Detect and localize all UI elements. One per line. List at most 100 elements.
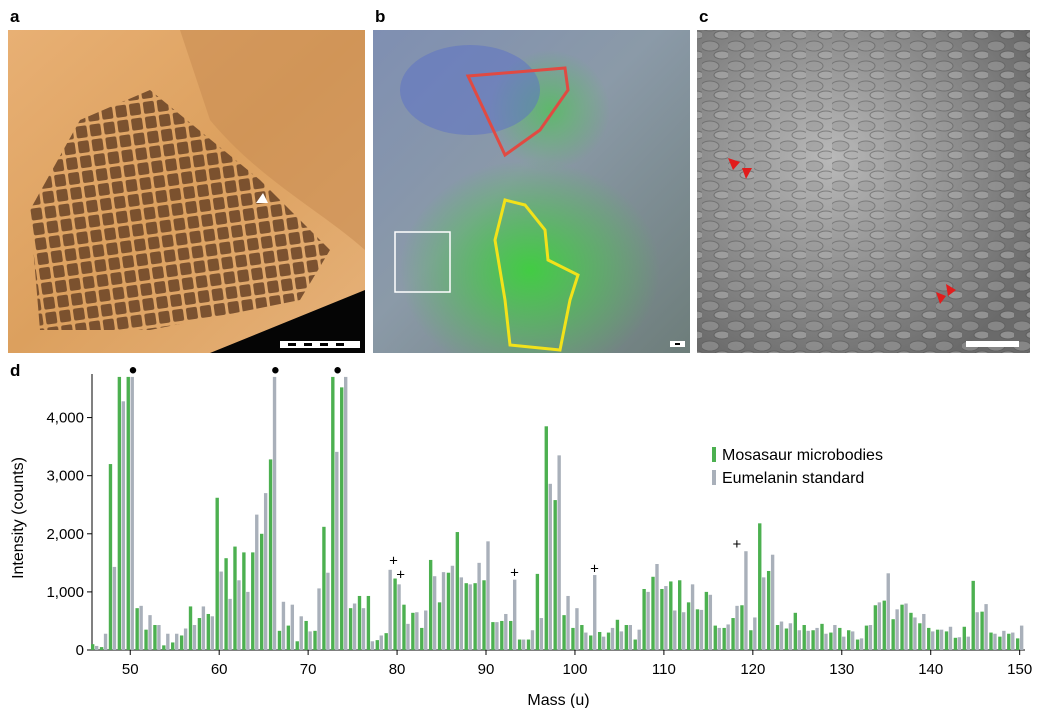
panel-c-image (697, 30, 1030, 353)
bar (714, 626, 717, 650)
bar (109, 464, 112, 650)
legend-swatch (712, 470, 716, 485)
bar (144, 630, 147, 650)
bar (429, 560, 432, 650)
bar (367, 596, 370, 650)
panel-label: a (10, 7, 20, 26)
x-tick-label: 130 (829, 661, 854, 678)
bar (909, 613, 912, 650)
bar (162, 645, 165, 650)
bar (264, 493, 267, 650)
bar (691, 584, 694, 650)
bar (122, 401, 125, 650)
bar (486, 541, 489, 650)
bar (718, 628, 721, 650)
bar (575, 608, 578, 650)
bar (180, 635, 183, 650)
bar (198, 618, 201, 650)
bar (456, 532, 459, 650)
bar (171, 642, 174, 650)
bar (753, 617, 756, 650)
bar (851, 631, 854, 650)
bar (993, 634, 996, 650)
bar (807, 631, 810, 650)
bar (927, 628, 930, 650)
bar (785, 629, 788, 650)
bar (767, 571, 770, 650)
bar (856, 640, 859, 650)
bar (611, 628, 614, 650)
bar (625, 625, 628, 650)
bar (308, 631, 311, 650)
bar (820, 624, 823, 650)
bar (246, 592, 249, 650)
page: {"panel_labels":["a","b","c"], "chart_da… (0, 0, 1038, 708)
bar (402, 605, 405, 650)
bar (518, 640, 521, 650)
bar (963, 627, 966, 650)
bar (660, 589, 663, 650)
bar (219, 572, 222, 650)
bar (655, 564, 658, 650)
bar (566, 596, 569, 650)
bar (545, 426, 548, 650)
x-tick-label: 60 (211, 661, 228, 678)
bar (847, 630, 850, 650)
bar (593, 575, 596, 650)
annotation: + (732, 536, 741, 553)
bar (251, 552, 254, 650)
x-tick-label: 110 (652, 661, 676, 678)
bar (549, 484, 552, 650)
bar (424, 610, 427, 650)
bar (940, 630, 943, 650)
bar (557, 455, 560, 650)
bar (113, 567, 116, 650)
x-tick-label: 70 (300, 661, 317, 678)
bar (811, 630, 814, 650)
bar (629, 625, 632, 650)
bar (135, 608, 138, 650)
bar (228, 599, 231, 650)
bar (95, 646, 98, 650)
figure: a b c d 01,0002,0003,0004,00050607080901… (0, 0, 1038, 708)
bar (562, 615, 565, 650)
bar (874, 605, 877, 650)
bar (1002, 631, 1005, 650)
bar (287, 626, 290, 650)
bar (883, 601, 886, 650)
bar (420, 628, 423, 650)
bar (972, 581, 975, 650)
bar (967, 637, 970, 650)
bar (349, 608, 352, 650)
y-tick-label: 0 (76, 642, 84, 659)
bar (705, 592, 708, 650)
panel-b-image (373, 30, 690, 380)
bar (118, 377, 121, 650)
bar (749, 630, 752, 650)
bar (331, 377, 334, 650)
bar (980, 612, 983, 650)
bar (438, 602, 441, 650)
bar (406, 624, 409, 650)
bar (762, 577, 765, 650)
bar (731, 618, 734, 650)
bar (815, 628, 818, 650)
bar (469, 584, 472, 650)
legend-swatch (712, 447, 716, 462)
bar (735, 606, 738, 650)
bar (536, 574, 539, 650)
panel-label: c (699, 7, 708, 26)
bar (207, 614, 210, 650)
bar (127, 377, 130, 650)
bar (975, 612, 978, 650)
bar (313, 631, 316, 650)
bar (949, 627, 952, 650)
bar (589, 635, 592, 650)
bar (954, 638, 957, 650)
x-tick-label: 90 (478, 661, 495, 678)
bar (620, 631, 623, 650)
bar (1016, 638, 1019, 650)
bar (184, 629, 187, 650)
annotation: ● (271, 361, 280, 378)
bar (878, 602, 881, 650)
